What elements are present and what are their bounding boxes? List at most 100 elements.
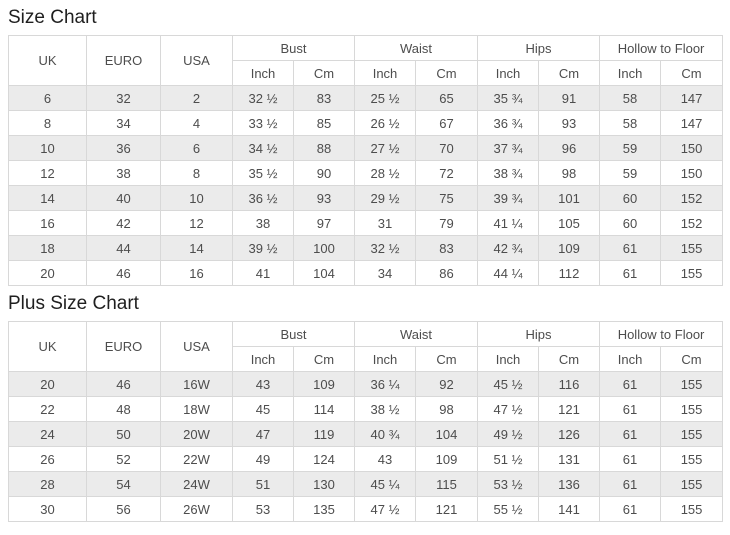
table-cell: 101 bbox=[538, 185, 601, 211]
table-cell: 88 bbox=[292, 135, 356, 161]
plus-size-chart-body: 20 46 16W 43 109 36 ¼ 92 45 ½ 116 61 155 22 48 18W 45 1… bbox=[8, 371, 724, 522]
table-row: 20 46 16W 43 109 36 ¼ 92 45 ½ 116 61 155 bbox=[8, 371, 724, 397]
table-cell: 39 ¾ bbox=[477, 185, 540, 211]
table-cell: 100 bbox=[292, 235, 356, 261]
table-cell: 32 bbox=[86, 85, 161, 111]
table-cell: 38 bbox=[86, 160, 161, 186]
table-cell: 79 bbox=[415, 210, 479, 236]
table-cell: 114 bbox=[292, 396, 356, 422]
table-row: 14 40 10 36 ½ 93 29 ½ 75 39 ¾ 101 60 152 bbox=[8, 185, 724, 211]
table-cell: 36 bbox=[86, 135, 161, 161]
table-cell: 35 ¾ bbox=[477, 85, 540, 111]
table-cell: 8 bbox=[160, 160, 233, 186]
table-cell: 52 bbox=[86, 446, 161, 472]
table-cell: 12 bbox=[8, 160, 87, 186]
table-cell: 6 bbox=[8, 85, 87, 111]
table-cell: 20 bbox=[8, 371, 87, 397]
table-cell: 34 bbox=[86, 110, 161, 136]
col-header-bust: Bust bbox=[231, 321, 356, 347]
table-cell: 60 bbox=[599, 210, 662, 236]
size-chart-header: UK EURO USA Bust Waist Hips Hollow to Fl… bbox=[8, 35, 724, 86]
table-row: 6 32 2 32 ½ 83 25 ½ 65 35 ¾ 91 58 147 bbox=[8, 85, 724, 111]
table-cell: 48 bbox=[86, 396, 161, 422]
table-cell: 25 ½ bbox=[354, 85, 417, 111]
col-header-uk: UK bbox=[8, 35, 87, 86]
table-cell: 31 bbox=[354, 210, 417, 236]
col-header-waist: Waist bbox=[354, 35, 479, 61]
col-header-hips: Hips bbox=[477, 321, 601, 347]
table-cell: 43 bbox=[232, 371, 294, 397]
table-cell: 16 bbox=[8, 210, 87, 236]
table-cell: 109 bbox=[415, 446, 479, 472]
table-cell: 56 bbox=[86, 496, 161, 522]
table-cell: 97 bbox=[292, 210, 356, 236]
table-cell: 14 bbox=[160, 235, 233, 261]
table-cell: 24W bbox=[160, 471, 233, 497]
col-header-euro: EURO bbox=[86, 321, 161, 372]
table-cell: 155 bbox=[660, 371, 724, 397]
table-cell: 38 bbox=[232, 210, 294, 236]
table-cell: 59 bbox=[599, 135, 662, 161]
table-cell: 10 bbox=[8, 135, 87, 161]
col-subheader-waist-cm: Cm bbox=[415, 346, 479, 372]
table-cell: 112 bbox=[538, 260, 601, 286]
table-cell: 36 ¼ bbox=[354, 371, 417, 397]
col-subheader-bust-inch: Inch bbox=[232, 60, 294, 86]
table-cell: 155 bbox=[660, 421, 724, 447]
table-cell: 24 bbox=[8, 421, 87, 447]
table-cell: 130 bbox=[292, 471, 356, 497]
table-cell: 61 bbox=[599, 396, 662, 422]
col-subheader-waist-inch: Inch bbox=[354, 60, 417, 86]
table-cell: 61 bbox=[599, 371, 662, 397]
table-cell: 47 bbox=[232, 421, 294, 447]
table-cell: 91 bbox=[538, 85, 601, 111]
table-cell: 155 bbox=[660, 260, 724, 286]
table-cell: 58 bbox=[599, 85, 662, 111]
table-cell: 104 bbox=[292, 260, 356, 286]
table-cell: 92 bbox=[415, 371, 479, 397]
table-cell: 61 bbox=[599, 496, 662, 522]
col-header-usa: USA bbox=[160, 35, 233, 86]
size-chart-body: 6 32 2 32 ½ 83 25 ½ 65 35 ¾ 91 58 147 8 34 4 33 ½ 85 26 … bbox=[8, 85, 724, 286]
table-cell: 46 bbox=[86, 371, 161, 397]
table-cell: 60 bbox=[599, 185, 662, 211]
table-cell: 131 bbox=[538, 446, 601, 472]
col-subheader-hips-inch: Inch bbox=[477, 60, 540, 86]
table-row: 20 46 16 41 104 34 86 44 ¼ 112 61 155 bbox=[8, 260, 724, 286]
table-row: 22 48 18W 45 114 38 ½ 98 47 ½ 121 61 155 bbox=[8, 396, 724, 422]
table-cell: 152 bbox=[660, 185, 724, 211]
table-cell: 33 ½ bbox=[232, 110, 294, 136]
table-cell: 105 bbox=[538, 210, 601, 236]
table-cell: 155 bbox=[660, 235, 724, 261]
table-row: 16 42 12 38 97 31 79 41 ¼ 105 60 152 bbox=[8, 210, 724, 236]
table-cell: 34 ½ bbox=[232, 135, 294, 161]
table-cell: 43 bbox=[354, 446, 417, 472]
table-cell: 34 bbox=[354, 260, 417, 286]
table-cell: 98 bbox=[538, 160, 601, 186]
table-cell: 45 bbox=[232, 396, 294, 422]
table-cell: 40 ¾ bbox=[354, 421, 417, 447]
table-cell: 44 ¼ bbox=[477, 260, 540, 286]
table-cell: 155 bbox=[660, 471, 724, 497]
plus-size-chart-header: UK EURO USA Bust Waist Hips Hollow to Fl… bbox=[8, 321, 724, 372]
table-cell: 20W bbox=[160, 421, 233, 447]
table-cell: 2 bbox=[160, 85, 233, 111]
table-cell: 93 bbox=[538, 110, 601, 136]
table-cell: 58 bbox=[599, 110, 662, 136]
table-cell: 18W bbox=[160, 396, 233, 422]
table-cell: 29 ½ bbox=[354, 185, 417, 211]
table-cell: 38 ½ bbox=[354, 396, 417, 422]
table-row: 18 44 14 39 ½ 100 32 ½ 83 42 ¾ 109 61 155 bbox=[8, 235, 724, 261]
table-cell: 67 bbox=[415, 110, 479, 136]
table-cell: 49 ½ bbox=[477, 421, 540, 447]
table-cell: 42 ¾ bbox=[477, 235, 540, 261]
table-cell: 45 ½ bbox=[477, 371, 540, 397]
table-cell: 51 bbox=[232, 471, 294, 497]
table-cell: 147 bbox=[660, 110, 724, 136]
table-cell: 121 bbox=[415, 496, 479, 522]
table-cell: 12 bbox=[160, 210, 233, 236]
table-cell: 8 bbox=[8, 110, 87, 136]
table-cell: 53 ½ bbox=[477, 471, 540, 497]
table-cell: 83 bbox=[292, 85, 356, 111]
